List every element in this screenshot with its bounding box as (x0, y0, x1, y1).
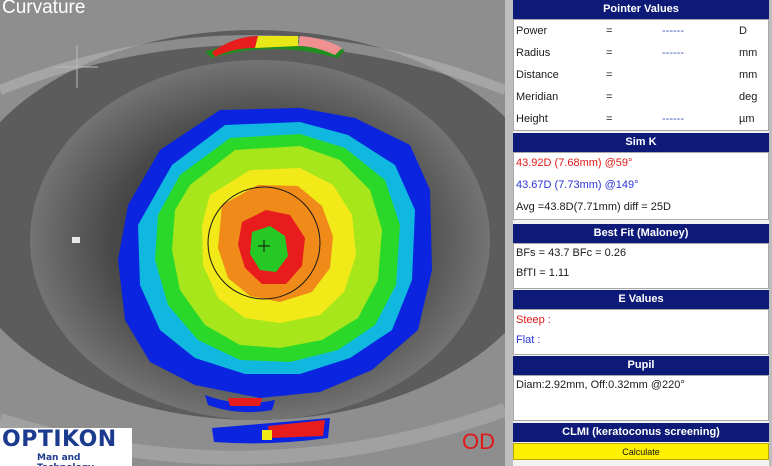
pointer-values-box: Power = ------ D Radius = ------ mm Dist… (513, 19, 769, 131)
pointer-value: ------ (662, 113, 684, 125)
pointer-row-height: Height = ------ µm (514, 108, 768, 130)
e-values-steep: Steep : (516, 314, 551, 326)
pointer-unit: D (739, 25, 747, 37)
pointer-eq: = (606, 47, 613, 59)
e-values-box: Steep : Flat : (513, 309, 769, 355)
pointer-row-meridian: Meridian = deg (514, 86, 768, 108)
eye-side-label: OD (462, 429, 495, 454)
pointer-values-header: Pointer Values (513, 0, 769, 19)
map-type-title: Curvature (2, 0, 86, 18)
pointer-label: Height (516, 113, 548, 125)
pointer-label: Distance (516, 69, 559, 81)
pupil-box: Diam:2.92mm, Off:0.32mm @220° (513, 375, 769, 421)
e-values-header: E Values (513, 290, 769, 309)
pointer-unit: mm (739, 69, 758, 81)
calculate-button[interactable]: Calculate (513, 443, 769, 460)
pointer-unit: µm (739, 113, 755, 125)
pointer-label: Meridian (516, 91, 559, 103)
logo-tagline: Man and Technology (37, 453, 94, 466)
best-fit-bfti: BfTI = 1.11 (516, 267, 570, 279)
sim-k-box: 43.92D (7.68mm) @59° 43.67D (7.73mm) @14… (513, 152, 769, 220)
e-values-flat: Flat : (516, 334, 541, 346)
pointer-label: Power (516, 25, 548, 37)
pupil-header: Pupil (513, 356, 769, 375)
sim-k-header: Sim K (513, 133, 769, 152)
sim-k-average: Avg =43.8D(7.71mm) diff = 25D (516, 201, 671, 213)
pointer-row-radius: Radius = ------ mm (514, 42, 768, 64)
panel-divider[interactable] (505, 0, 513, 466)
pointer-value: ------ (662, 25, 684, 37)
pointer-unit: deg (739, 91, 758, 103)
sim-k-flat: 43.67D (7.73mm) @149° (516, 179, 639, 191)
logo-brand: OPTIKON (2, 427, 117, 452)
pointer-unit: mm (739, 47, 758, 59)
pointer-label: Radius (516, 47, 551, 59)
pointer-row-power: Power = ------ D (514, 20, 768, 42)
sim-k-steep: 43.92D (7.68mm) @59° (516, 157, 633, 169)
best-fit-bfs: BFs = 43.7 BFc = 0.26 (516, 247, 627, 259)
pointer-value: ------ (662, 47, 684, 59)
pointer-eq: = (606, 69, 613, 81)
pointer-eq: = (606, 113, 613, 125)
pupil-info: Diam:2.92mm, Off:0.32mm @220° (516, 379, 685, 391)
optikon-logo: OPTIKON Man and Technology (0, 427, 132, 466)
topography-map-viewer[interactable]: Curvature OD OPTIKON Man and Technology (0, 0, 505, 466)
pointer-eq: = (606, 91, 613, 103)
eye-topography-image (0, 0, 505, 466)
best-fit-box: BFs = 43.7 BFc = 0.26 BfTI = 1.11 (513, 243, 769, 289)
pointer-row-distance: Distance = mm (514, 64, 768, 86)
best-fit-header: Best Fit (Maloney) (513, 224, 769, 243)
results-panel: Pointer Values Power = ------ D Radius =… (513, 0, 772, 466)
clmi-header: CLMI (keratoconus screening) (513, 423, 769, 442)
pointer-eq: = (606, 25, 613, 37)
